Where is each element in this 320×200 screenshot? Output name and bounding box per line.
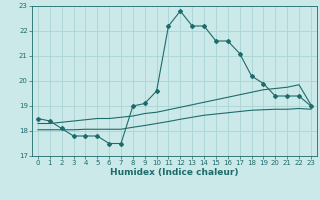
X-axis label: Humidex (Indice chaleur): Humidex (Indice chaleur) <box>110 168 239 177</box>
